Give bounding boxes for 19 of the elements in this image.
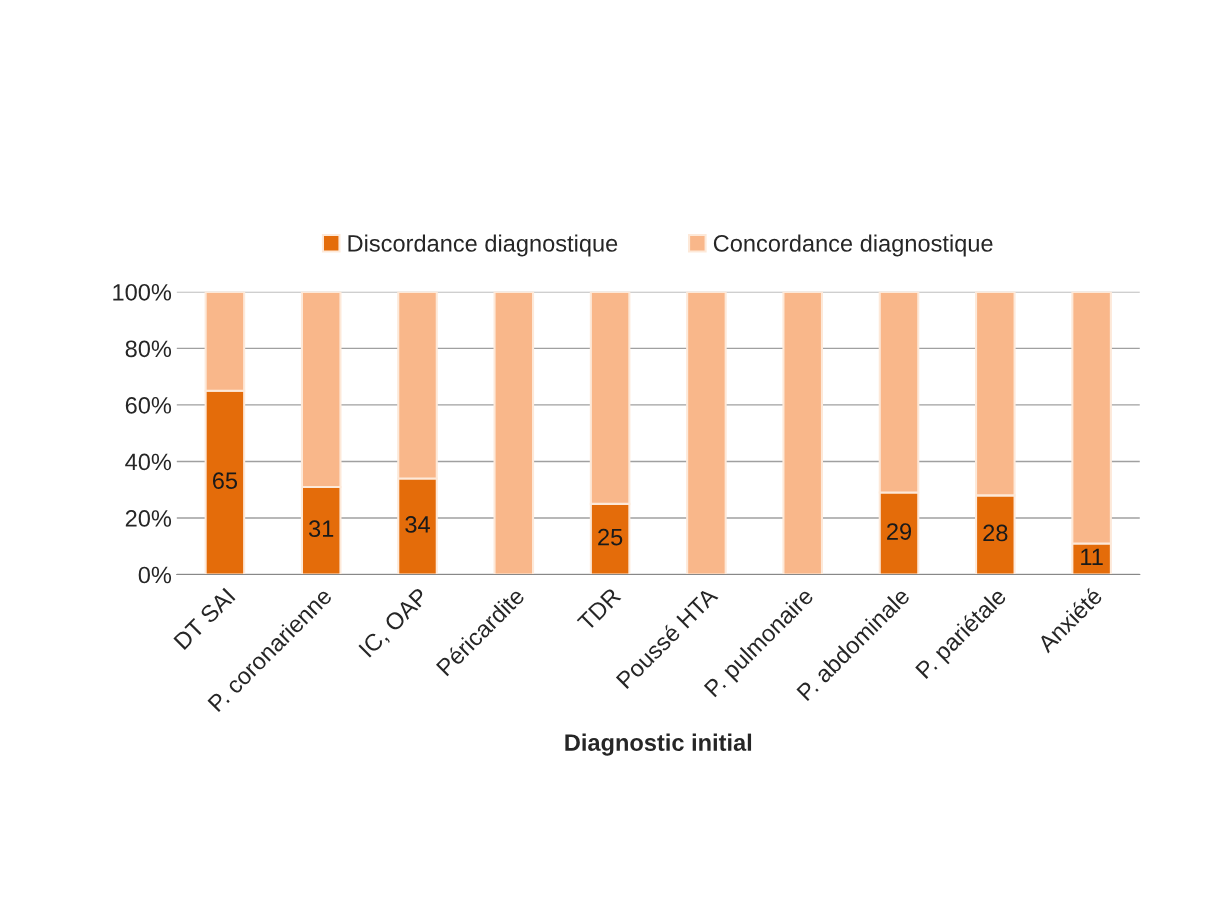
data-label: 65 [212, 472, 238, 490]
y-tick-label: 40% [125, 453, 172, 471]
bar [686, 291, 727, 575]
legend-label: Concordance diagnostique [713, 234, 993, 257]
data-label: 25 [598, 528, 623, 546]
y-tick-label: 60% [125, 397, 172, 414]
data-label: 34 [405, 516, 430, 533]
legend-label: Discordance diagnostique [348, 234, 618, 257]
y-tick-label: 20% [125, 510, 172, 527]
data-label: 31 [308, 520, 334, 538]
x-axis-title: Diagnostic initial [565, 733, 752, 756]
data-label: 28 [983, 524, 1008, 542]
data-label: 29 [887, 523, 912, 540]
y-tick-label: 80% [125, 340, 172, 358]
data-label: 11 [1081, 548, 1103, 566]
y-tick-label: 100% [113, 283, 172, 301]
bar [782, 291, 824, 575]
y-tick-label: 0% [138, 566, 172, 584]
bar [493, 291, 535, 575]
